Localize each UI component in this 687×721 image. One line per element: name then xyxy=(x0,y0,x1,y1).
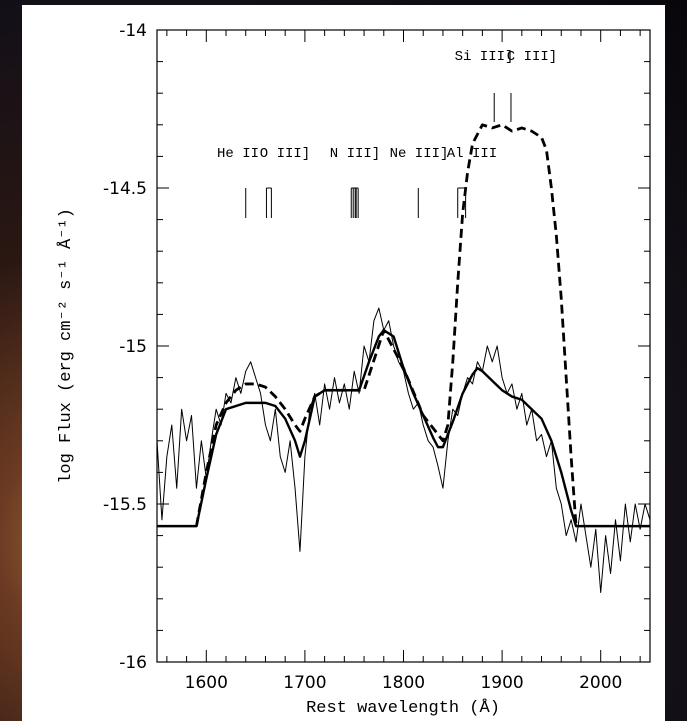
x-tick-label: 1800 xyxy=(382,673,425,693)
x-tick-label: 2000 xyxy=(579,673,622,693)
line-id-label: C III] xyxy=(507,49,557,65)
y-tick-label: -14.5 xyxy=(103,179,147,199)
y-axis-label: log Flux (erg cm⁻² s⁻¹ Å⁻¹) xyxy=(57,208,76,484)
line-id-label: N III] xyxy=(330,146,380,162)
x-tick-label: 1700 xyxy=(283,673,326,693)
line-id-label: Al III xyxy=(447,146,497,162)
y-tick-label: -14 xyxy=(119,21,147,41)
line-id-label: Si III] xyxy=(455,49,514,65)
x-tick-label: 1600 xyxy=(185,673,228,693)
y-tick-label: -15 xyxy=(119,337,147,357)
x-tick-label: 1900 xyxy=(480,673,523,693)
x-axis-label: Rest wavelength (Å) xyxy=(306,699,500,718)
line-id-label: He II xyxy=(217,146,259,162)
line-id-label: Ne III] xyxy=(390,146,449,162)
y-tick-label: -16 xyxy=(119,653,147,673)
spectrum-line xyxy=(195,123,578,527)
y-tick-label: -15.5 xyxy=(103,495,147,515)
panel xyxy=(22,5,665,721)
line-id-label: O III] xyxy=(260,146,310,162)
